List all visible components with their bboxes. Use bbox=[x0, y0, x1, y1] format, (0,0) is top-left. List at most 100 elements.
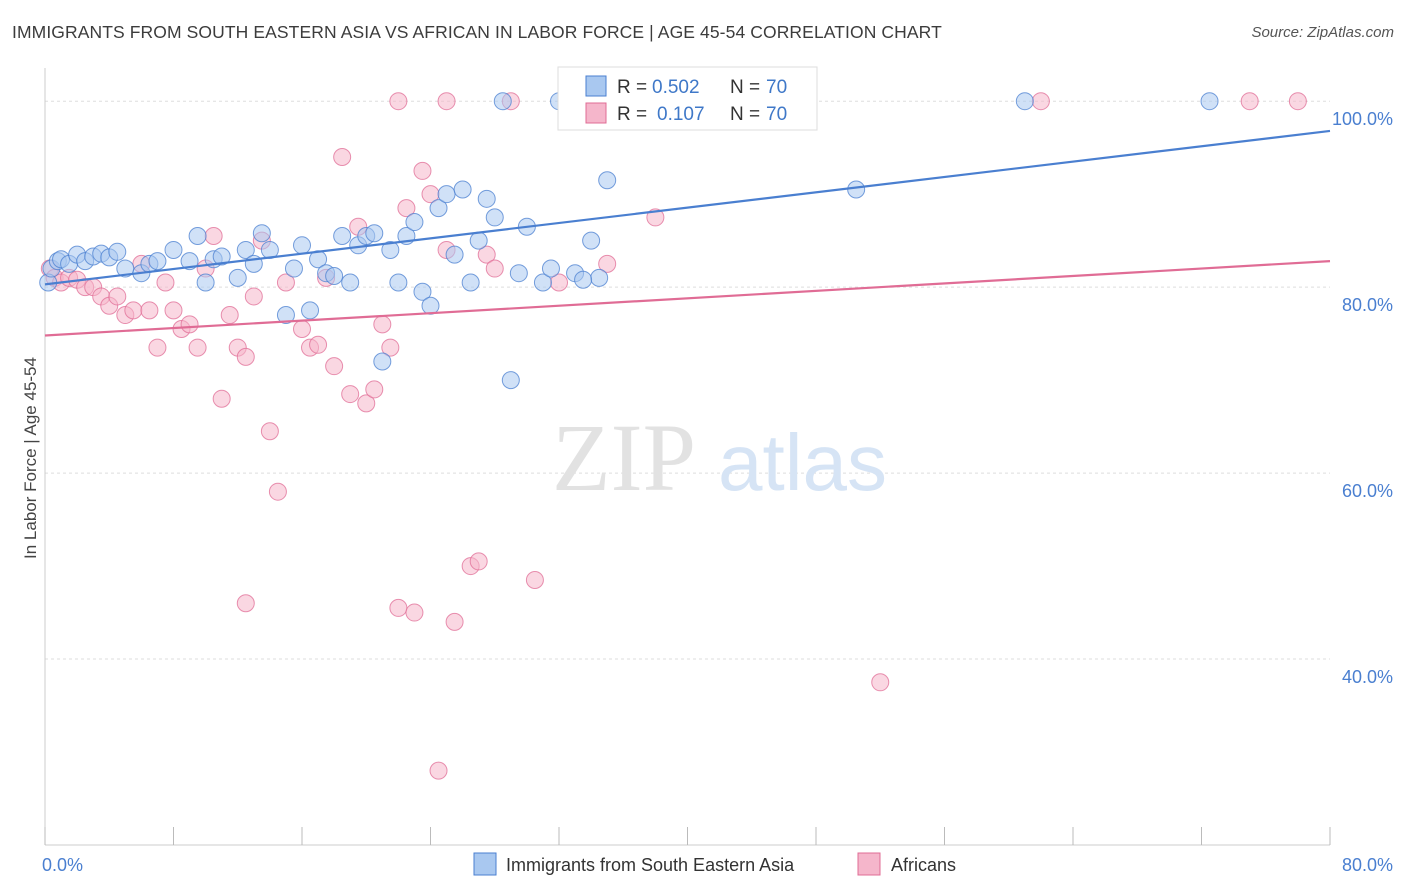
africans-point-13 bbox=[140, 301, 159, 320]
se-asia-point-15 bbox=[164, 240, 183, 259]
africans-point-18 bbox=[180, 315, 199, 334]
legend-r-label-2: R = bbox=[617, 104, 647, 125]
bottom-legend: Immigrants from South Eastern Asia Afric… bbox=[473, 852, 956, 876]
africans-point-26 bbox=[244, 287, 263, 306]
africans-point-31 bbox=[293, 319, 311, 338]
trend-lines bbox=[44, 129, 1331, 337]
se-asia-point-66 bbox=[847, 180, 866, 199]
y-tick-label-1: 60.0% bbox=[1342, 481, 1393, 501]
chart-source: Source: ZipAtlas.com bbox=[1251, 24, 1394, 41]
africans-point-29 bbox=[268, 482, 287, 501]
se-asia-point-42 bbox=[405, 213, 424, 232]
africans-point-19 bbox=[188, 338, 207, 357]
se-asia-point-54 bbox=[501, 371, 520, 390]
se-asia-point-46 bbox=[437, 185, 456, 204]
se-asia-point-45 bbox=[429, 199, 448, 218]
se-asia-point-43 bbox=[413, 282, 432, 301]
se-asia-point-21 bbox=[228, 268, 247, 287]
africans-trend-line bbox=[44, 260, 1331, 337]
africans-point-45 bbox=[405, 603, 424, 622]
se-asia-point-51 bbox=[477, 189, 496, 208]
se-asia-point-10 bbox=[108, 242, 127, 261]
africans-point-35 bbox=[325, 357, 344, 376]
africans-point-25 bbox=[236, 347, 255, 366]
se-asia-point-62 bbox=[590, 268, 609, 287]
se-asia-point-32 bbox=[325, 266, 344, 285]
africans-point-42 bbox=[381, 338, 400, 357]
se-asia-point-24 bbox=[252, 224, 271, 243]
se-asia-point-28 bbox=[293, 236, 311, 255]
se-asia-point-55 bbox=[509, 264, 528, 283]
y-tick-label-2: 80.0% bbox=[1342, 295, 1393, 315]
africans-point-23 bbox=[220, 306, 239, 325]
africans-point-65 bbox=[1240, 92, 1259, 111]
africans-point-16 bbox=[164, 301, 183, 320]
africans-point-53 bbox=[477, 245, 496, 264]
africans-point-40 bbox=[365, 380, 384, 399]
africans-point-14 bbox=[148, 338, 167, 357]
y-axis-label: In Labor Force | Age 45-54 bbox=[21, 357, 40, 559]
legend-n-value-1: 70 bbox=[766, 77, 787, 98]
gridlines bbox=[45, 100, 1330, 660]
africans-point-54 bbox=[485, 259, 504, 278]
africans-point-21 bbox=[204, 227, 223, 246]
africans-point-44 bbox=[397, 199, 416, 218]
series-se-asia-points bbox=[39, 92, 1219, 390]
legend-n-label-1: N = bbox=[730, 77, 760, 98]
africans-point-67 bbox=[389, 92, 408, 111]
africans-point-9 bbox=[108, 287, 127, 306]
bottom-legend-swatch-se-asia bbox=[473, 852, 497, 876]
se-asia-point-34 bbox=[341, 273, 360, 292]
se-asia-point-14 bbox=[148, 252, 167, 271]
se-asia-point-18 bbox=[196, 273, 215, 292]
legend-swatch-africans bbox=[585, 102, 607, 124]
africans-point-69 bbox=[236, 594, 255, 613]
africans-point-64 bbox=[1031, 92, 1050, 111]
africans-point-46 bbox=[413, 161, 432, 180]
se-asia-point-50 bbox=[469, 231, 488, 250]
se-asia-point-20 bbox=[212, 247, 231, 266]
se-asia-point-63 bbox=[598, 171, 617, 190]
legend-r-value-1: 0.502 bbox=[652, 77, 700, 98]
bottom-legend-swatch-africans bbox=[857, 852, 881, 876]
africans-point-59 bbox=[598, 254, 617, 273]
tick-labels: 40.0% 60.0% 80.0% 100.0% 0.0% 80.0% bbox=[42, 109, 1393, 875]
chart-title: IMMIGRANTS FROM SOUTH EASTERN ASIA VS AF… bbox=[12, 22, 942, 42]
x-tick-label-1: 80.0% bbox=[1342, 855, 1393, 875]
se-asia-point-37 bbox=[365, 224, 384, 243]
legend-r-value-2: 0.107 bbox=[657, 104, 705, 125]
se-asia-point-44 bbox=[421, 296, 440, 315]
se-asia-trend-line bbox=[44, 129, 1331, 286]
se-asia-point-49 bbox=[461, 273, 480, 292]
africans-point-52 bbox=[469, 552, 488, 571]
se-asia-point-29 bbox=[301, 301, 320, 320]
africans-point-33 bbox=[309, 335, 328, 354]
africans-point-50 bbox=[445, 612, 464, 631]
africans-point-41 bbox=[373, 315, 392, 334]
se-asia-point-67 bbox=[1015, 92, 1034, 111]
x-tick-label-0: 0.0% bbox=[42, 855, 83, 875]
africans-point-36 bbox=[333, 147, 352, 166]
africans-point-66 bbox=[1288, 92, 1307, 111]
y-tick-label-3: 100.0% bbox=[1332, 109, 1393, 129]
africans-point-56 bbox=[525, 571, 544, 590]
legend-box: R = 0.502 N = 70 R = 0.107 N = 70 bbox=[557, 66, 818, 131]
series-africans-points bbox=[40, 92, 1307, 780]
legend-n-value-2: 70 bbox=[766, 104, 787, 125]
legend-swatch-se-asia bbox=[585, 75, 607, 97]
se-asia-point-58 bbox=[541, 259, 560, 278]
se-asia-point-38 bbox=[373, 352, 392, 371]
africans-point-43 bbox=[389, 598, 408, 617]
se-asia-point-40 bbox=[389, 273, 408, 292]
africans-point-37 bbox=[341, 385, 360, 404]
se-asia-point-39 bbox=[381, 240, 400, 259]
legend-r-label-1: R = bbox=[617, 77, 647, 98]
africans-point-68 bbox=[437, 92, 456, 111]
africans-point-30 bbox=[276, 273, 295, 292]
se-asia-point-52 bbox=[485, 208, 504, 227]
se-asia-point-27 bbox=[284, 259, 303, 278]
se-asia-point-53 bbox=[493, 92, 512, 111]
se-asia-point-68 bbox=[1200, 92, 1219, 111]
se-asia-point-47 bbox=[445, 245, 464, 264]
